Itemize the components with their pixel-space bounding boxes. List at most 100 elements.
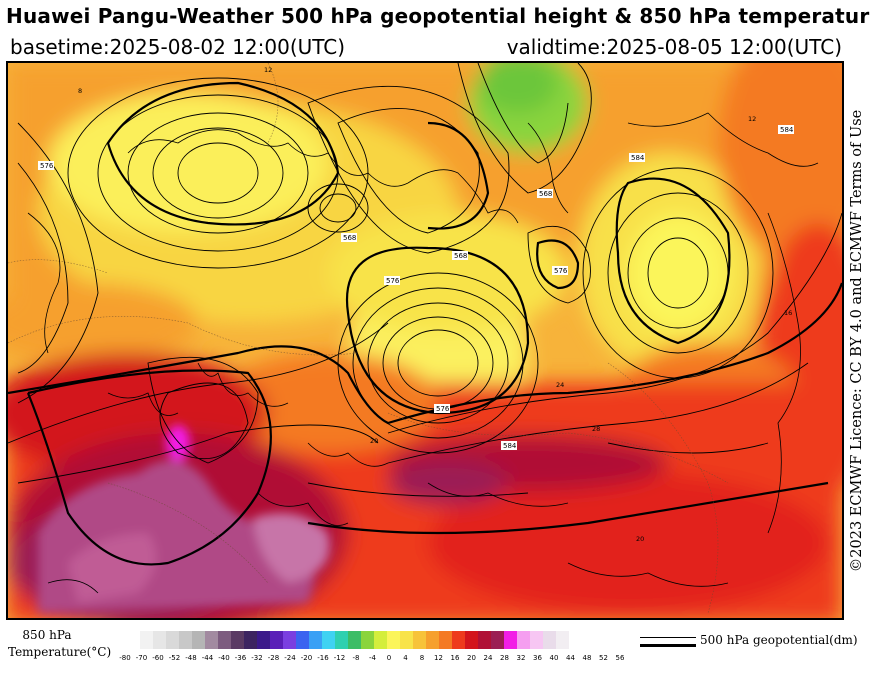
chart-title: Huawei Pangu-Weather 500 hPa geopotentia… [6, 4, 870, 28]
legend-text: 500 hPa geopotential(dm) [700, 633, 858, 647]
colorbar-swatch [270, 631, 283, 649]
coastlines [27, 112, 819, 594]
contour-label: 568 [539, 190, 552, 198]
colorbar-tick-label: -40 [218, 654, 230, 662]
colorbar-tick-label: -16 [317, 654, 329, 662]
colorbar-swatch [335, 631, 348, 649]
colorbar-swatch [244, 631, 257, 649]
colorbar-tick-label: 12 [434, 654, 443, 662]
colorbar-swatch [387, 631, 400, 649]
colorbar-tick-label: -80 [119, 654, 131, 662]
colorbar-swatch [140, 631, 153, 649]
colorbar-label: 850 hPa Temperature(°C) [8, 627, 112, 661]
colorbar-tick-label: -70 [135, 654, 148, 662]
colorbar-swatch [322, 631, 335, 649]
colorbar-label-line2: Temperature(°C) [8, 645, 112, 659]
colorbar-tick-label: 32 [516, 654, 526, 662]
colorbar-tick-label: -24 [284, 654, 296, 662]
colorbar-swatch [400, 631, 413, 649]
temp-label: 24 [556, 381, 564, 389]
colorbar-tick-label: -8 [352, 654, 360, 662]
colorbar-swatch [361, 631, 374, 649]
temp-label: 8 [78, 87, 82, 95]
contour-label: 584 [631, 154, 645, 162]
colorbar-tick-label: 20 [467, 654, 476, 662]
colorbar-tick-label: 24 [483, 654, 493, 662]
temperature-colorbar [140, 631, 569, 649]
temp-label: 12 [748, 115, 756, 123]
colorbar-swatch [166, 631, 179, 649]
legend-thick-line [640, 644, 696, 647]
colorbar-swatch [179, 631, 192, 649]
basetime-label: basetime:2025-08-02 12:00(UTC) [10, 35, 346, 59]
contour-label: 576 [40, 162, 54, 170]
colorbar-swatch [452, 631, 465, 649]
colorbar-tick-label: -44 [201, 654, 214, 662]
legend-thin-line [640, 637, 696, 638]
temperature-labels: 24 28 12 16 20 8 12 20 [78, 66, 792, 543]
colorbar-swatch [374, 631, 387, 649]
colorbar-tick-label: 44 [566, 654, 575, 662]
temperature-field [8, 63, 842, 618]
colorbar-swatch [348, 631, 361, 649]
colorbar-swatch [283, 631, 296, 649]
colorbar-tick-label: -36 [234, 654, 247, 662]
colorbar-swatch [517, 631, 530, 649]
contour-label: 568 [454, 252, 467, 260]
colorbar-swatch [205, 631, 218, 649]
colorbar-swatch [556, 631, 569, 649]
colorbar-swatch [153, 631, 166, 649]
contour-label: 576 [386, 277, 400, 285]
colorbar-tick-label: -4 [369, 654, 376, 662]
contour-label: 584 [780, 126, 794, 134]
contour-labels: 568 568 576 576 584 568 576 584 584 576 [38, 125, 794, 450]
temp-label: 20 [370, 437, 378, 445]
colorbar-tick-label: 28 [500, 654, 509, 662]
colorbar-tick-label: 56 [615, 654, 625, 662]
contour-label: 568 [343, 234, 356, 242]
colorbar-tick-label: -28 [267, 654, 280, 662]
colorbar-swatch [530, 631, 543, 649]
colorbar-tick-label: 48 [582, 654, 592, 662]
weather-map[interactable]: 568 568 576 576 584 568 576 584 584 576 … [6, 61, 844, 620]
temp-label: 28 [592, 425, 600, 433]
licence-text: ©2023 ECMWF Licence: CC BY 4.0 and ECMWF… [844, 61, 870, 620]
contour-label: 576 [554, 267, 568, 275]
licence-label: ©2023 ECMWF Licence: CC BY 4.0 and ECMWF… [849, 109, 865, 572]
colorbar-swatch [426, 631, 439, 649]
colorbar-swatch [257, 631, 270, 649]
temp-label: 20 [636, 535, 644, 543]
geopotential-contours [8, 63, 842, 614]
colorbar-swatch [192, 631, 205, 649]
colorbar-tick-label: 8 [419, 654, 425, 662]
colorbar-swatch [296, 631, 309, 649]
colorbar-swatch [231, 631, 244, 649]
colorbar-swatch [439, 631, 452, 649]
colorbar-tick-label: -32 [251, 654, 263, 662]
colorbar-label-line1: 850 hPa [22, 628, 72, 642]
colorbar-tick-label: 0 [386, 654, 392, 662]
colorbar-swatch [218, 631, 231, 649]
colorbar-swatch [478, 631, 491, 649]
colorbar-tick-label: -52 [168, 654, 181, 662]
temp-label: 16 [784, 309, 792, 317]
colorbar-tick-label: 52 [599, 654, 608, 662]
temp-label: 12 [264, 66, 272, 74]
colorbar-swatch [413, 631, 426, 649]
colorbar-tick-label: 40 [549, 654, 559, 662]
colorbar-tick-label: -12 [333, 654, 346, 662]
colorbar-tick-label: 16 [450, 654, 460, 662]
colorbar-swatch [465, 631, 478, 649]
colorbar-tick-label: 4 [403, 654, 408, 662]
colorbar-tick-label: -60 [152, 654, 164, 662]
colorbar-swatch [491, 631, 504, 649]
colorbar-tick-label: -20 [300, 654, 313, 662]
colorbar-swatch [309, 631, 322, 649]
colorbar-swatch [504, 631, 517, 649]
colorbar-swatch [543, 631, 556, 649]
validtime-label: validtime:2025-08-05 12:00(UTC) [506, 35, 842, 59]
geopotential-legend: 500 hPa geopotential(dm) [640, 633, 858, 657]
contour-label: 576 [436, 405, 450, 413]
colorbar-tick-label: -48 [185, 654, 197, 662]
contour-label: 584 [503, 442, 517, 450]
